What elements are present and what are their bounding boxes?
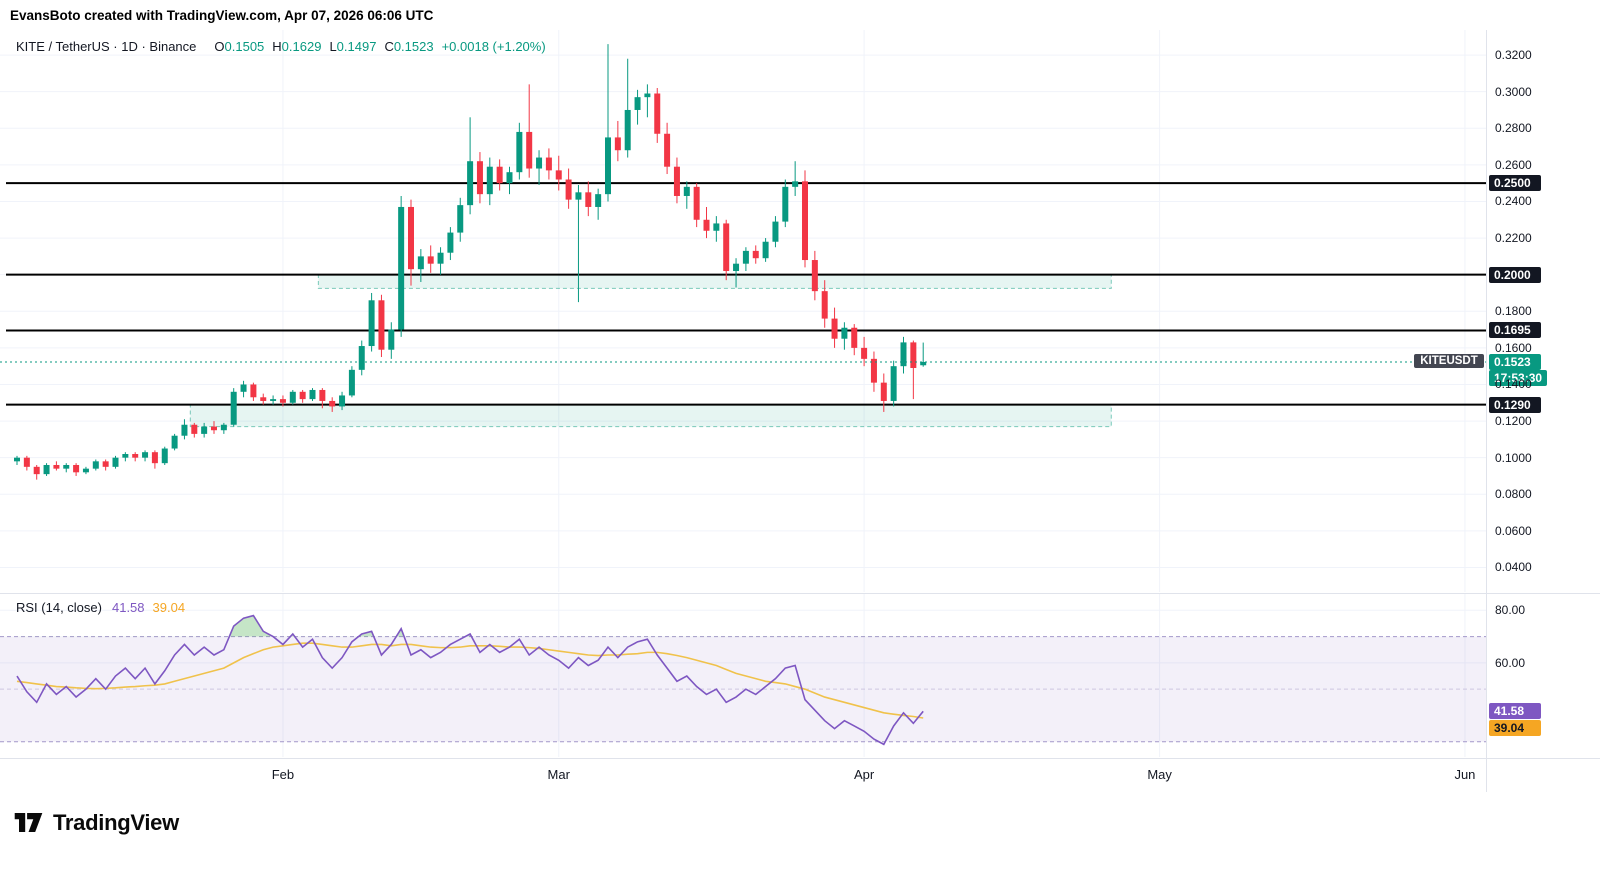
open-value: 0.1505 xyxy=(224,39,265,54)
price-gridlines xyxy=(0,54,1486,568)
month-gridlines xyxy=(282,30,1466,592)
price-tick-label: 0.1800 xyxy=(1495,304,1532,319)
price-tick-label: 0.1000 xyxy=(1495,450,1532,465)
symbol-title: KITE / TetherUS · 1D · Binance xyxy=(16,39,197,54)
high-label: H xyxy=(272,39,282,54)
rsi-title: RSI (14, close) xyxy=(16,600,102,615)
pane-separator[interactable] xyxy=(0,593,1600,594)
rsi-tick-label: 80.00 xyxy=(1495,603,1526,618)
rsi-pane[interactable] xyxy=(0,594,1486,758)
time-axis-label: Apr xyxy=(853,767,875,782)
symbol-name-badge: KITEUSDT xyxy=(1414,353,1484,368)
main-chart-pane[interactable] xyxy=(0,0,1486,594)
support-resistance-lines xyxy=(6,182,1486,406)
price-tick-label: 0.0800 xyxy=(1495,487,1532,502)
close-label: C xyxy=(384,39,394,54)
change-value: +0.0018 (+1.20%) xyxy=(441,39,546,54)
symbol-legend: KITE / TetherUS · 1D · Binance O0.1505 H0.… xyxy=(16,39,546,54)
close-value: 0.1523 xyxy=(393,39,434,54)
last-price-badge: 0.1523 xyxy=(1489,353,1541,370)
price-tick-label: 0.0400 xyxy=(1495,560,1532,575)
time-axis[interactable]: Feb Mar Apr May Jun xyxy=(0,759,1600,792)
price-tick-label: 0.1400 xyxy=(1495,377,1532,392)
rsi-month-gridlines xyxy=(282,594,1466,757)
price-tick-label: 0.3200 xyxy=(1495,48,1532,63)
rsi-line xyxy=(16,614,924,746)
price-tick-label: 0.0600 xyxy=(1495,523,1532,538)
tradingview-logo[interactable]: TradingView xyxy=(14,810,179,836)
level-price-badge: 0.1290 xyxy=(1489,396,1541,413)
attribution-text: EvansBoto created with TradingView.com, … xyxy=(10,8,434,23)
tradingview-logo-text: TradingView xyxy=(53,810,179,835)
time-axis-label: Jun xyxy=(1454,767,1476,782)
rsi-gridlines xyxy=(0,609,1486,664)
price-tick-label: 0.2200 xyxy=(1495,231,1532,246)
time-axis-label: Mar xyxy=(547,767,570,782)
open-label: O xyxy=(214,39,225,54)
price-tick-label: 0.2800 xyxy=(1495,121,1532,136)
high-value: 0.1629 xyxy=(281,39,322,54)
tradingview-logo-icon xyxy=(14,813,43,833)
rsi-value-badge: 41.58 xyxy=(1489,703,1541,720)
level-price-badge: 0.2000 xyxy=(1489,266,1541,283)
price-tick-label: 0.1600 xyxy=(1495,340,1532,355)
rsi-tick-label: 60.00 xyxy=(1495,655,1526,670)
rsi-value: 41.58 xyxy=(111,600,145,615)
price-axis[interactable]: 0.3200 0.3000 0.2800 0.2600 0.2400 0.2200 0.20… xyxy=(1487,0,1600,792)
rsi-band xyxy=(0,636,1486,743)
price-tick-label: 0.3000 xyxy=(1495,84,1532,99)
price-tick-label: 0.1200 xyxy=(1495,414,1532,429)
time-axis-label: Feb xyxy=(271,767,295,782)
level-price-badge: 0.2500 xyxy=(1489,175,1541,192)
price-tick-label: 0.2400 xyxy=(1495,194,1532,209)
low-label: L xyxy=(329,39,337,54)
rsi-ma-value-badge: 39.04 xyxy=(1489,720,1541,737)
candlestick-series xyxy=(14,44,927,480)
rsi-overbought-fill xyxy=(17,615,924,637)
low-value: 0.1497 xyxy=(336,39,377,54)
rsi-legend: RSI (14, close) 41.58 39.04 xyxy=(16,600,185,615)
axis-border xyxy=(1486,30,1487,792)
time-axis-separator xyxy=(0,758,1600,759)
bar-countdown-badge: 17:53:30 xyxy=(1489,369,1548,386)
supply-demand-zones xyxy=(189,274,1112,428)
time-axis-label: May xyxy=(1147,767,1172,782)
level-price-badge: 0.1695 xyxy=(1489,322,1541,339)
rsi-ma-value: 39.04 xyxy=(152,600,186,615)
price-tick-label: 0.2600 xyxy=(1495,157,1532,172)
